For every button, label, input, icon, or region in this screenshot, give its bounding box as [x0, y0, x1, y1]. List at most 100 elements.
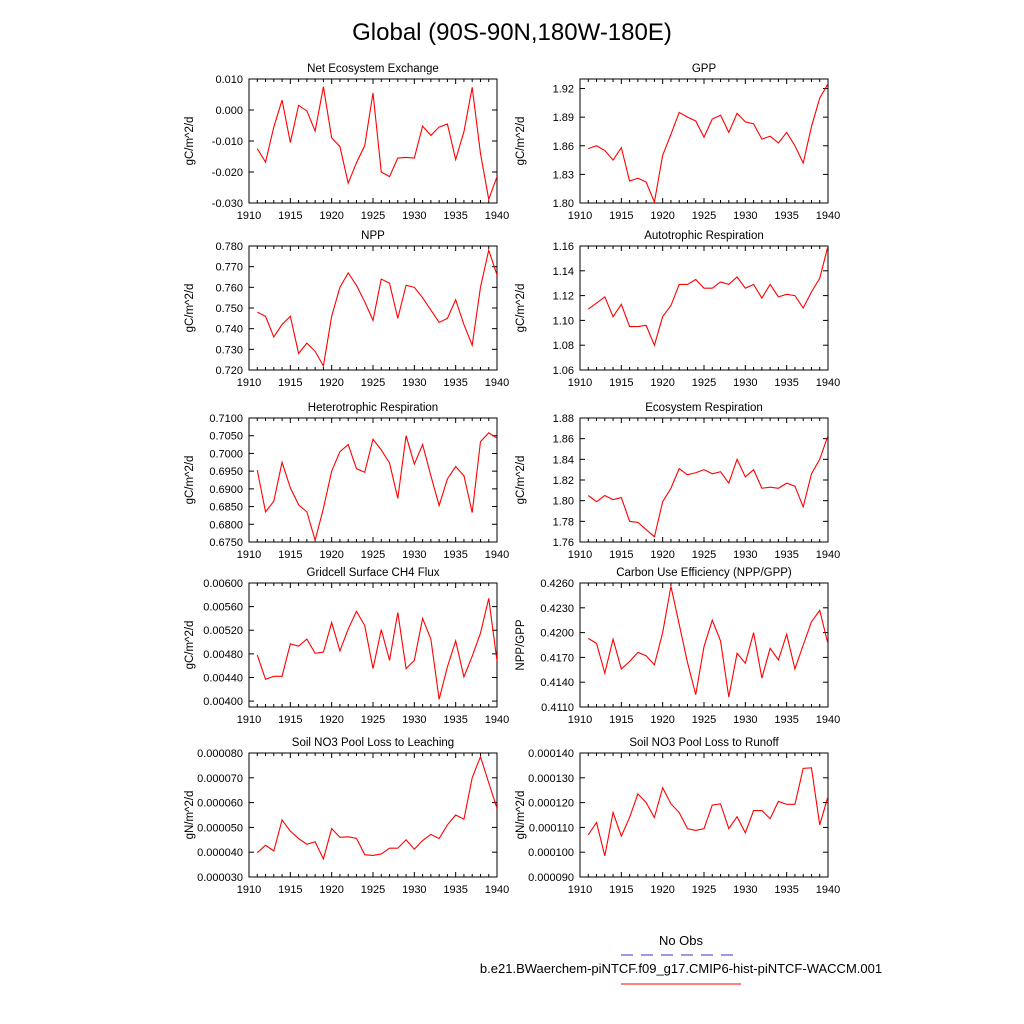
y-tick-label: 1.92 [553, 84, 574, 96]
x-tick-label: 1925 [361, 210, 385, 222]
y-tick-label: 1.14 [553, 266, 574, 278]
x-tick-label: 1910 [568, 714, 592, 726]
x-tick-label: 1910 [237, 549, 261, 561]
legend-model-label: b.e21.BWaerchem-piNTCF.f09_g17.CMIP6-his… [480, 961, 882, 976]
plot-frame [248, 752, 498, 878]
series-line [257, 248, 497, 368]
y-tick-label: 0.000130 [528, 773, 574, 785]
x-tick-label: 1930 [402, 549, 426, 561]
y-axis-label: gC/m^2/d [184, 284, 196, 333]
x-tick-label: 1920 [319, 714, 343, 726]
y-tick-label: 0.720 [215, 365, 243, 377]
x-tick-label: 1935 [774, 210, 798, 222]
panel-title: Ecosystem Respiration [645, 402, 763, 414]
y-tick-label: 0.7050 [209, 431, 243, 443]
plot-frame [248, 417, 498, 543]
x-tick-label: 1935 [774, 549, 798, 561]
y-tick-label: 1.86 [553, 434, 574, 446]
chart-panel: Ecosystem Respiration gC/m^2/d 1910 1915 192… [515, 402, 840, 561]
y-tick-label: 0.4260 [540, 578, 574, 590]
y-tick-label: 1.06 [553, 365, 574, 377]
y-tick-label: 1.78 [553, 516, 574, 528]
plot-frame [579, 752, 829, 878]
y-tick-label: 1.80 [553, 496, 574, 508]
x-tick-label: 1935 [443, 377, 467, 389]
plot-frame [579, 417, 829, 543]
y-tick-label: 0.010 [215, 74, 243, 86]
series-line [588, 83, 828, 203]
x-tick-label: 1940 [485, 714, 509, 726]
y-tick-label: -0.010 [212, 136, 243, 148]
panel-title: Gridcell Surface CH4 Flux [307, 567, 440, 579]
y-tick-label: 0.770 [215, 262, 243, 274]
x-tick-label: 1930 [733, 377, 757, 389]
x-tick-label: 1935 [774, 714, 798, 726]
y-tick-label: 0.000110 [529, 822, 574, 834]
panel-title: Heterotrophic Respiration [308, 402, 438, 414]
y-tick-label: 1.83 [553, 169, 574, 181]
y-axis-label: gN/m^2/d [184, 791, 196, 840]
panel-title: GPP [692, 63, 717, 75]
series-line [587, 246, 828, 347]
x-tick-label: 1940 [816, 884, 840, 896]
chart-panel: Gridcell Surface CH4 Flux gC/m^2/d 1910 191… [184, 567, 509, 726]
x-tick-label: 1925 [361, 884, 385, 896]
x-tick-label: 1935 [443, 714, 467, 726]
y-tick-label: 0.000120 [528, 798, 574, 810]
x-tick-label: 1920 [319, 549, 343, 561]
y-tick-label: 1.88 [553, 413, 574, 425]
y-tick-label: 0.6850 [209, 502, 243, 514]
y-tick-label: 0.000080 [197, 748, 243, 760]
x-tick-label: 1940 [816, 377, 840, 389]
x-tick-label: 1930 [402, 377, 426, 389]
y-tick-label: 0.00440 [203, 672, 243, 684]
x-tick-label: 1925 [361, 714, 385, 726]
x-tick-label: 1930 [733, 714, 757, 726]
y-axis-label: gC/m^2/d [184, 621, 196, 670]
x-tick-label: 1930 [402, 210, 426, 222]
panel-title: Soil NO3 Pool Loss to Leaching [292, 737, 454, 749]
y-axis-label: gN/m^2/d [515, 791, 527, 840]
series-line [587, 767, 828, 857]
y-tick-label: 0.7100 [209, 413, 243, 425]
x-tick-label: 1910 [237, 884, 261, 896]
y-tick-label: 1.16 [553, 241, 574, 253]
y-tick-label: 0.760 [215, 282, 243, 294]
y-tick-label: 0.6800 [209, 519, 243, 531]
x-tick-label: 1915 [278, 884, 302, 896]
x-tick-label: 1940 [816, 210, 840, 222]
y-axis-label: NPP/GPP [515, 619, 527, 670]
x-tick-label: 1925 [692, 884, 716, 896]
y-tick-label: 0.00600 [203, 578, 243, 590]
x-tick-label: 1910 [568, 549, 592, 561]
series-line [256, 86, 497, 202]
panel-title: Carbon Use Efficiency (NPP/GPP) [616, 567, 792, 579]
x-tick-label: 1915 [278, 377, 302, 389]
x-tick-label: 1930 [402, 884, 426, 896]
y-tick-label: 0.730 [215, 344, 243, 356]
plot-frame [579, 245, 829, 371]
chart-panel: Soil NO3 Pool Loss to Runoff gN/m^2/d 1910… [515, 737, 840, 896]
x-tick-label: 1920 [650, 884, 674, 896]
x-tick-label: 1925 [692, 210, 716, 222]
panel-title: Soil NO3 Pool Loss to Runoff [629, 737, 779, 749]
y-tick-label: 1.80 [553, 198, 574, 210]
y-tick-label: -0.020 [212, 167, 243, 179]
panels: Net Ecosystem Exchange gC/m^2/d 1910 1915 19… [184, 63, 840, 896]
y-tick-label: 0.750 [215, 303, 243, 315]
x-tick-label: 1925 [692, 714, 716, 726]
chart-panel: Heterotrophic Respiration gC/m^2/d 1910 191… [184, 402, 509, 561]
x-tick-label: 1925 [361, 377, 385, 389]
x-tick-label: 1930 [733, 210, 757, 222]
plot-frame [248, 245, 498, 371]
y-tick-label: 0.6750 [209, 537, 243, 549]
x-tick-label: 1935 [443, 884, 467, 896]
x-tick-label: 1935 [774, 377, 798, 389]
x-tick-label: 1910 [237, 377, 261, 389]
x-tick-label: 1915 [278, 210, 302, 222]
series-line [256, 755, 497, 861]
x-tick-label: 1935 [443, 549, 467, 561]
y-tick-label: 1.89 [553, 112, 574, 124]
chart-panel: GPP gC/m^2/d 1910 1915 1920 1925 1930 1935 1940 1… [515, 63, 840, 222]
x-tick-label: 1915 [278, 549, 302, 561]
